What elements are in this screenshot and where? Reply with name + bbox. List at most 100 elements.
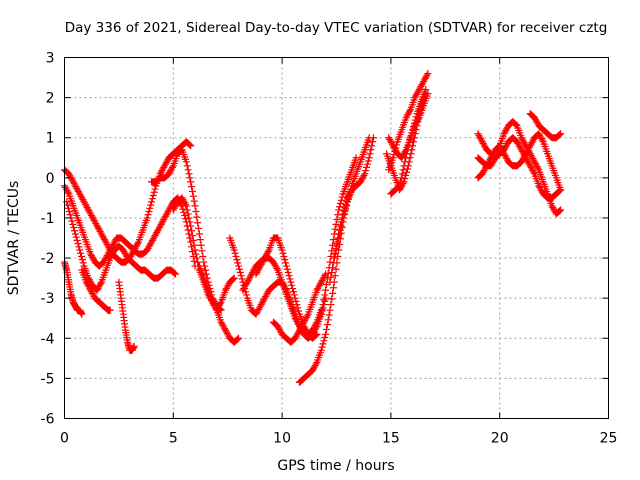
data-point (235, 334, 243, 342)
data-point (182, 202, 190, 210)
data-point (292, 297, 300, 305)
data-point (319, 340, 327, 348)
data-point (75, 243, 83, 251)
data-point (409, 142, 417, 150)
data-point (184, 210, 192, 218)
data-point (411, 130, 419, 138)
x-tick-label: 20 (491, 431, 509, 447)
data-point (318, 305, 326, 313)
series-track-7 (148, 146, 225, 314)
data-point (412, 126, 420, 134)
data-point (149, 191, 157, 199)
data-point (282, 262, 290, 270)
data-point (216, 300, 224, 308)
data-point (329, 289, 337, 297)
data-point (414, 118, 422, 126)
y-tick-label: -4 (41, 331, 55, 347)
data-point (192, 250, 200, 258)
data-point (338, 193, 346, 201)
data-point (336, 200, 344, 208)
data-point (369, 134, 377, 142)
data-point (230, 274, 238, 282)
data-point (556, 207, 564, 215)
series-track-5 (78, 266, 114, 314)
y-tick-label: -2 (41, 251, 55, 267)
data-point (404, 162, 412, 170)
data-point (317, 346, 325, 354)
data-point (190, 197, 198, 205)
data-point (332, 244, 340, 252)
data-point (202, 270, 210, 278)
data-point (322, 294, 330, 302)
data-point (408, 146, 416, 154)
data-point (168, 163, 176, 171)
data-point (422, 90, 430, 98)
data-point (342, 200, 350, 208)
data-point (530, 168, 538, 176)
data-point (401, 147, 409, 155)
data-point (130, 342, 138, 350)
data-point (303, 312, 311, 320)
data-point (76, 246, 84, 254)
data-point (333, 240, 341, 248)
data-point (181, 215, 189, 223)
data-point (312, 320, 320, 328)
data-point (329, 259, 337, 267)
data-point (192, 208, 200, 216)
data-point (183, 162, 191, 170)
data-point (281, 256, 289, 264)
series-track-14 (296, 186, 356, 386)
data-point (229, 275, 237, 283)
x-tick-label: 10 (273, 431, 291, 447)
data-point (183, 206, 191, 214)
data-point (77, 252, 85, 260)
data-point (340, 207, 348, 215)
data-point (327, 301, 335, 309)
data-point (188, 183, 196, 191)
data-point (199, 252, 207, 260)
data-point (232, 252, 240, 260)
data-point (360, 171, 368, 179)
data-point (423, 71, 431, 79)
data-point (171, 270, 179, 278)
data-point (556, 131, 564, 139)
data-point (187, 178, 195, 186)
data-point (282, 259, 290, 267)
data-point (234, 259, 242, 267)
data-point (312, 331, 320, 339)
series-track-25 (526, 110, 565, 142)
data-point (557, 130, 565, 138)
data-point (64, 188, 72, 196)
data-point (184, 226, 192, 234)
data-point (320, 296, 328, 304)
data-point (68, 217, 76, 225)
data-point (200, 258, 208, 266)
data-point (145, 208, 153, 216)
data-point (148, 198, 156, 206)
data-point (73, 236, 81, 244)
data-point (402, 171, 410, 179)
data-point (202, 266, 210, 274)
data-point (343, 197, 351, 205)
data-point (328, 295, 336, 303)
data-point (151, 185, 159, 193)
data-point (181, 200, 189, 208)
series-track-24 (474, 130, 565, 194)
data-point (336, 222, 344, 230)
series-track-13 (269, 270, 330, 346)
data-point (328, 268, 336, 276)
data-point (150, 188, 158, 196)
data-point (321, 291, 329, 299)
data-point (368, 142, 376, 150)
data-point (312, 360, 320, 368)
data-point (406, 107, 414, 115)
data-point (283, 265, 291, 273)
series-track-4 (61, 258, 86, 318)
data-point (406, 154, 414, 162)
y-tick-label: -6 (41, 412, 55, 428)
data-point (327, 273, 335, 281)
y-tick-label: 0 (46, 171, 55, 187)
data-point (147, 201, 155, 209)
data-point (194, 219, 202, 227)
data-point (171, 269, 179, 277)
